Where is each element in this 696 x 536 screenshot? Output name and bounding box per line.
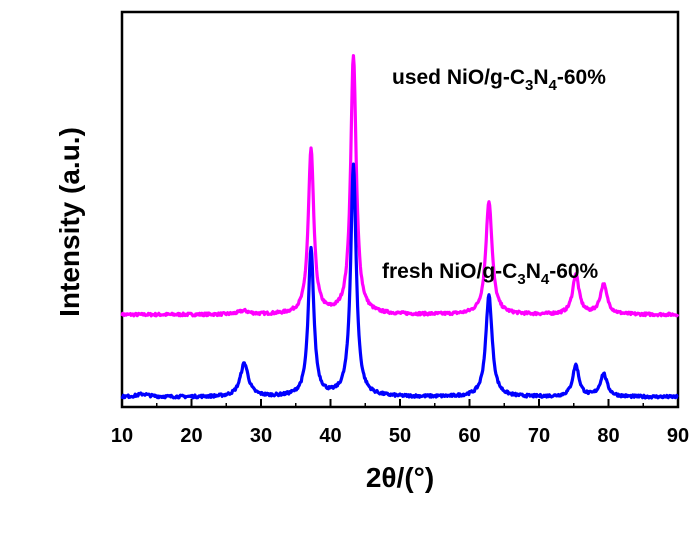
x-tick-label-20: 20 [180,425,202,447]
x-tick-label-90: 90 [667,425,689,447]
series-layer [120,54,680,400]
x-tick-label-40: 40 [319,425,341,447]
series-line-fresh [120,162,679,400]
x-axis-ticks: 10 20 30 40 50 60 70 80 90 [111,399,689,447]
x-tick-label-30: 30 [250,425,272,447]
annotation-used: used NiO/g-C3N4-60% [392,66,606,94]
x-tick-label-50: 50 [389,425,411,447]
annotation-fresh: fresh NiO/g-C3N4-60% [382,260,599,288]
x-tick-label-80: 80 [597,425,619,447]
series-line-used [120,54,680,318]
x-tick-label-10: 10 [111,425,133,447]
x-tick-label-60: 60 [458,425,480,447]
x-tick-label-70: 70 [528,425,550,447]
y-axis-label: Intensity (a.u.) [54,127,85,317]
x-axis-label: 2θ/(°) [366,462,434,493]
